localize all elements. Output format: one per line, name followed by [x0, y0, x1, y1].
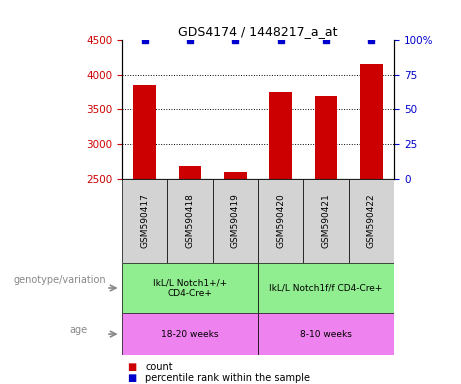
Title: GDS4174 / 1448217_a_at: GDS4174 / 1448217_a_at — [178, 25, 338, 38]
Bar — [360, 64, 383, 179]
Text: GSM590418: GSM590418 — [186, 194, 195, 248]
Text: GSM590419: GSM590419 — [231, 194, 240, 248]
Bar — [258, 179, 303, 263]
Text: 18-20 weeks: 18-20 weeks — [161, 329, 219, 339]
Bar — [224, 172, 247, 179]
Bar — [122, 263, 258, 313]
Bar — [122, 313, 258, 355]
Text: genotype/variation: genotype/variation — [14, 275, 106, 285]
Bar — [179, 166, 201, 179]
Bar — [213, 179, 258, 263]
Text: ■: ■ — [127, 362, 136, 372]
Text: ■: ■ — [127, 373, 136, 383]
Bar — [315, 96, 337, 179]
Text: GSM590420: GSM590420 — [276, 194, 285, 248]
Text: GSM590421: GSM590421 — [322, 194, 331, 248]
Text: age: age — [69, 325, 87, 335]
Bar — [349, 179, 394, 263]
Bar — [122, 179, 167, 263]
Bar — [167, 179, 213, 263]
Text: IkL/L Notch1f/f CD4-Cre+: IkL/L Notch1f/f CD4-Cre+ — [270, 283, 383, 293]
Text: IkL/L Notch1+/+
CD4-Cre+: IkL/L Notch1+/+ CD4-Cre+ — [153, 278, 227, 298]
Bar — [258, 263, 394, 313]
Text: percentile rank within the sample: percentile rank within the sample — [145, 373, 310, 383]
Bar — [258, 313, 394, 355]
Text: 8-10 weeks: 8-10 weeks — [300, 329, 352, 339]
Text: GSM590422: GSM590422 — [367, 194, 376, 248]
Bar — [303, 179, 349, 263]
Bar — [134, 84, 156, 179]
Text: count: count — [145, 362, 173, 372]
Text: GSM590417: GSM590417 — [140, 194, 149, 248]
Bar — [270, 92, 292, 179]
